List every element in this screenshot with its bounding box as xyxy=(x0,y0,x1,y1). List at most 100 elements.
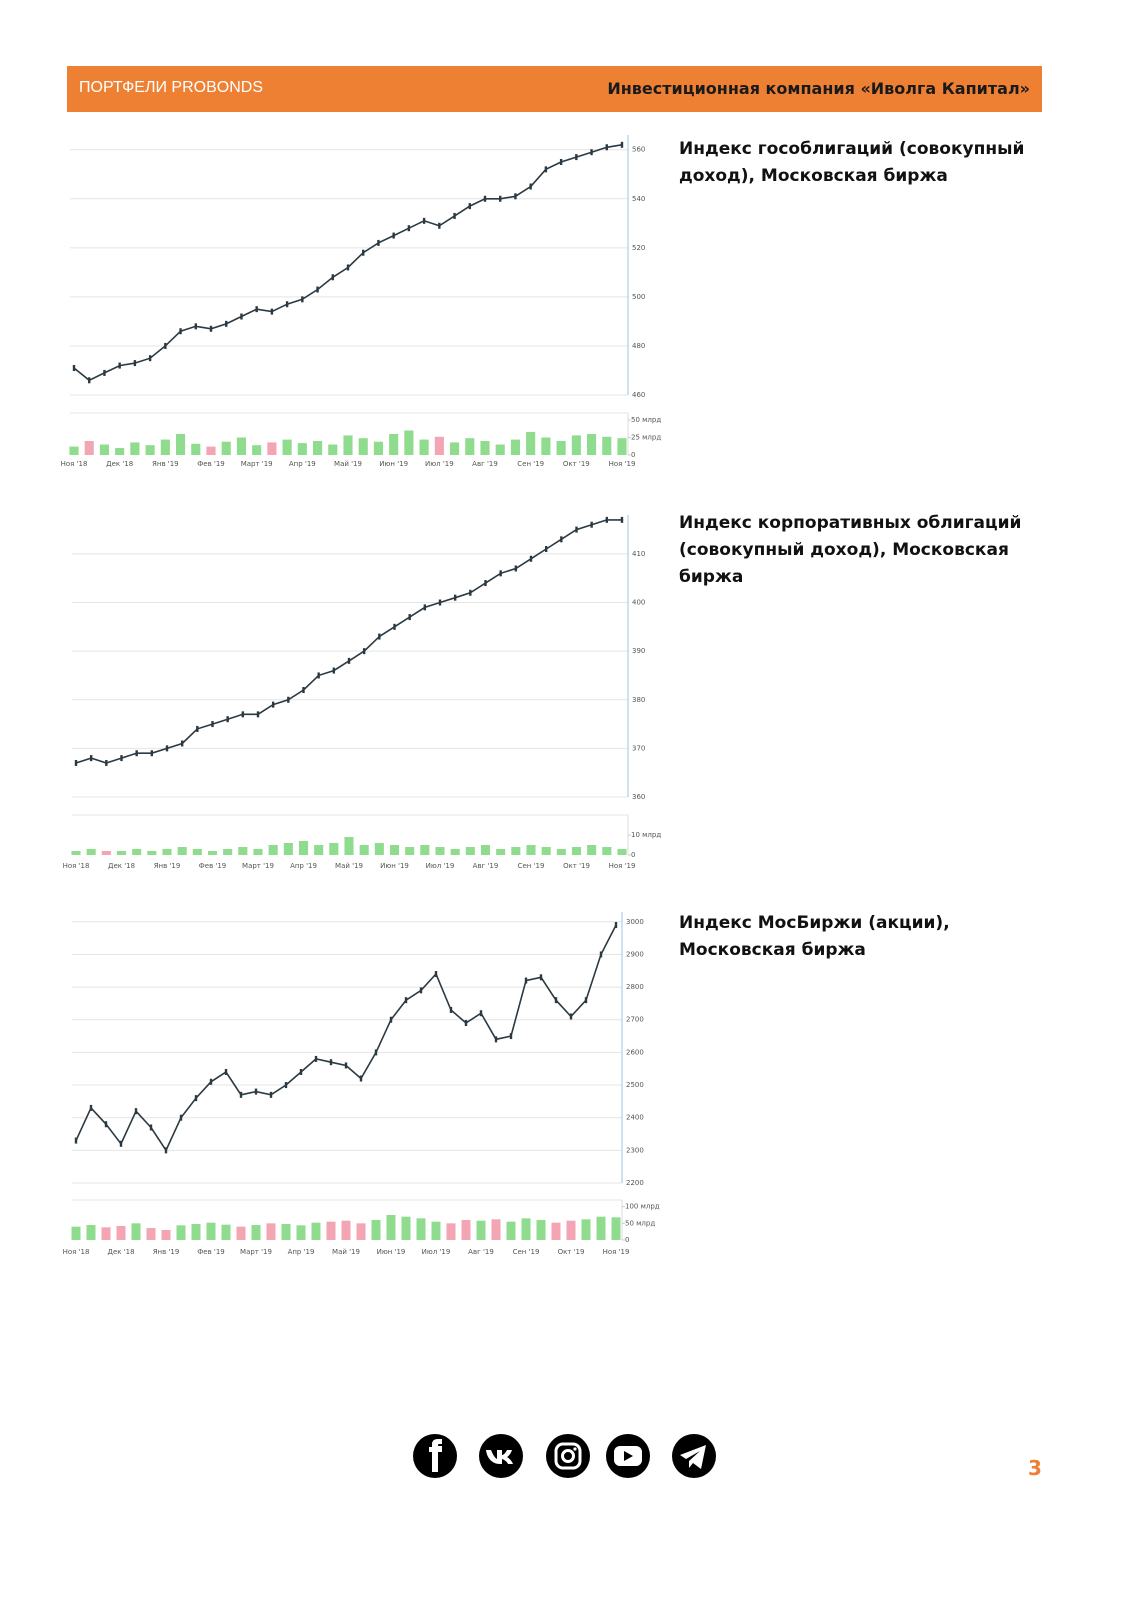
volume-bar xyxy=(491,1219,501,1240)
volume-bar xyxy=(431,1221,441,1240)
volume-bar xyxy=(145,445,155,455)
x-tick-label: Янв '19 xyxy=(154,862,181,870)
price-line xyxy=(75,924,617,1152)
volume-bar xyxy=(389,845,400,855)
price-candle xyxy=(560,536,563,543)
volume-bar xyxy=(373,441,384,455)
price-candle xyxy=(453,594,457,601)
volume-bar xyxy=(116,1226,126,1240)
price-candle xyxy=(256,711,260,718)
chart-title: Индекс корпоративных облигаций (совокупн… xyxy=(679,513,1022,587)
volume-bar xyxy=(401,1216,411,1240)
x-tick-label: Ноя '19 xyxy=(609,460,636,468)
price-candle xyxy=(347,657,351,664)
page-number: 3 xyxy=(1028,1456,1042,1480)
volume-bar xyxy=(252,445,262,455)
price-candle xyxy=(404,997,408,1004)
volume-tick-label: 50 млрд xyxy=(631,416,661,424)
volume-bar xyxy=(602,436,612,455)
volume-tick-label: 100 млрд xyxy=(625,1203,660,1211)
volume-bar xyxy=(571,847,582,855)
x-tick-label: Янв '19 xyxy=(153,1248,180,1256)
volume-bar xyxy=(176,1225,186,1240)
price-candle xyxy=(270,308,274,315)
x-tick-label: Окт '19 xyxy=(558,1248,585,1256)
x-tick-label: Авг '19 xyxy=(468,1248,494,1256)
price-line xyxy=(73,144,623,382)
price-candle xyxy=(407,225,411,232)
price-candle xyxy=(362,249,365,256)
volume-bar xyxy=(541,847,551,855)
charts: 460 480 500 520 540 560 0 25 млрд 50 млрд Ноя '18… xyxy=(61,135,661,1256)
price-candle xyxy=(605,144,608,151)
youtube-icon[interactable] xyxy=(606,1434,650,1478)
y-tick-label: 390 xyxy=(632,647,645,655)
x-tick-label: Ноя '19 xyxy=(603,1248,630,1256)
price-candle xyxy=(419,987,423,994)
vk-icon[interactable] xyxy=(479,1434,523,1478)
price-candle xyxy=(240,313,243,320)
volume-bar xyxy=(101,851,111,855)
instagram-icon[interactable] xyxy=(546,1434,590,1478)
volume-bar xyxy=(496,849,506,855)
volume-bar xyxy=(359,845,369,855)
y-tick-label: 2500 xyxy=(626,1081,644,1089)
price-candle xyxy=(329,1059,333,1066)
y-tick-label: 2400 xyxy=(626,1114,644,1122)
x-tick-label: Авг '19 xyxy=(472,460,498,468)
price-candle xyxy=(316,286,319,293)
volume-bar xyxy=(71,851,81,855)
price-candle xyxy=(389,1016,393,1023)
volume-bar xyxy=(358,438,368,455)
volume-bar xyxy=(99,444,110,455)
telegram-icon[interactable] xyxy=(672,1434,716,1478)
x-tick-label: Дек '18 xyxy=(108,862,135,870)
price-candle xyxy=(269,1091,273,1098)
price-candle xyxy=(559,158,563,165)
facebook-icon[interactable] xyxy=(413,1434,457,1478)
volume-bar xyxy=(587,845,597,855)
x-tick-label: Фев '19 xyxy=(197,1248,225,1256)
y-tick-label: 2300 xyxy=(626,1146,644,1154)
volume-bar xyxy=(191,443,201,455)
volume-bar xyxy=(115,448,125,455)
volume-tick-label: 0 xyxy=(631,851,635,859)
volume-bar xyxy=(536,1220,546,1240)
y-tick-label: 380 xyxy=(632,696,645,704)
volume-bar xyxy=(283,843,293,855)
price-candle xyxy=(72,365,76,372)
price-candle xyxy=(194,1095,198,1102)
x-tick-label: Июл '19 xyxy=(422,1248,451,1256)
volume-bar xyxy=(416,1218,426,1240)
y-tick-label: 480 xyxy=(632,342,645,350)
volume-bar xyxy=(251,1225,261,1240)
price-candle xyxy=(499,195,502,202)
header-right: Инвестиционная компания «Иволга Капитал» xyxy=(607,79,1030,98)
volume-bar xyxy=(206,446,216,455)
price-candle xyxy=(196,725,199,732)
volume-tick-label: 0 xyxy=(631,451,635,459)
price-candle xyxy=(483,195,487,202)
volume-bar xyxy=(281,1224,291,1240)
volume-bar xyxy=(526,845,536,855)
x-tick-label: Март '19 xyxy=(242,862,274,870)
price-candle xyxy=(118,362,121,369)
volume-bar xyxy=(602,847,612,855)
x-tick-label: Окт '19 xyxy=(563,460,590,468)
volume-bar xyxy=(314,845,324,855)
volume-bar xyxy=(161,1230,171,1240)
price-candle xyxy=(392,232,395,239)
price-candle xyxy=(209,1078,213,1085)
volume-bar xyxy=(389,434,399,455)
price-candle xyxy=(569,1013,573,1020)
price-candle xyxy=(620,141,624,148)
volume-bar xyxy=(147,851,157,855)
volume-bar xyxy=(465,438,475,455)
y-tick-label: 2700 xyxy=(626,1016,644,1024)
volume-bar xyxy=(298,841,309,855)
price-candle xyxy=(544,546,548,553)
price-candle xyxy=(179,1114,183,1121)
x-tick-label: Апр '19 xyxy=(288,1248,315,1256)
price-candle xyxy=(393,623,396,630)
price-candle xyxy=(119,1140,123,1147)
